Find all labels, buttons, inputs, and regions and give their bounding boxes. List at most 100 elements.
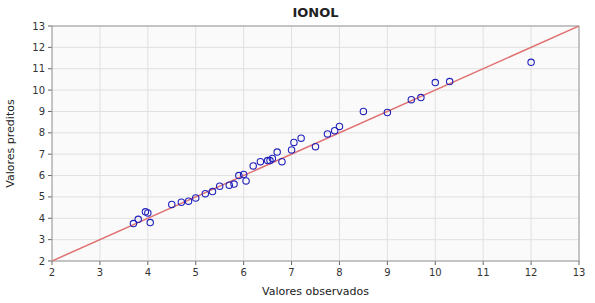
scatter-point (193, 195, 199, 201)
y-tick (48, 26, 52, 27)
x-tick (147, 261, 148, 265)
y-tick (48, 132, 52, 133)
x-axis-label: Valores observados (262, 285, 369, 298)
scatter-point (145, 210, 151, 216)
y-grid-line (52, 90, 579, 91)
x-grid-line (531, 26, 532, 261)
scatter-point (418, 94, 424, 100)
y-tick-label: 9 (39, 106, 45, 117)
y-grid-line (52, 175, 579, 176)
scatter-point (209, 188, 215, 194)
plot-background (52, 26, 579, 261)
x-tick (291, 261, 292, 265)
x-tick (99, 261, 100, 265)
scatter-point (243, 178, 249, 184)
plot-frame (52, 26, 579, 261)
y-tick (48, 68, 52, 69)
data (52, 26, 579, 261)
scatter-point (257, 158, 263, 164)
y-tick-label: 8 (39, 127, 45, 138)
x-grid-line (483, 26, 484, 261)
scatter-point (169, 201, 175, 207)
x-grid-line (243, 26, 244, 261)
y-tick (48, 154, 52, 155)
x-tick (243, 261, 244, 265)
x-tick-label: 7 (288, 267, 294, 278)
x-tick-label: 9 (384, 267, 390, 278)
x-tick-label: 2 (49, 267, 55, 278)
y-tick (48, 111, 52, 112)
y-grid-line (52, 154, 579, 155)
x-tick (531, 261, 532, 265)
y-tick-label: 7 (39, 149, 45, 160)
y-tick (48, 175, 52, 176)
x-tick-label: 8 (336, 267, 342, 278)
scatter-point (324, 131, 330, 137)
x-tick-label: 3 (97, 267, 103, 278)
x-grid-line (435, 26, 436, 261)
scatter-point (291, 139, 297, 145)
y-axis-label: Valores preditos (4, 99, 17, 188)
y-grid-line (52, 132, 579, 133)
y-grid-line (52, 196, 579, 197)
x-tick-label: 11 (477, 267, 490, 278)
x-tick (52, 261, 53, 265)
grid (52, 26, 579, 261)
y-tick (48, 218, 52, 219)
y-tick-label: 5 (39, 191, 45, 202)
y-tick-label: 3 (39, 234, 45, 245)
x-tick (579, 261, 580, 265)
y-tick-label: 6 (39, 170, 45, 181)
x-tick (339, 261, 340, 265)
x-grid-line (99, 26, 100, 261)
x-grid-line (147, 26, 148, 261)
scatter-point (432, 79, 438, 85)
x-grid-line (387, 26, 388, 261)
scatter-point (250, 163, 256, 169)
scatter-point (178, 199, 184, 205)
title: IONOL (292, 5, 338, 20)
x-tick (483, 261, 484, 265)
x-tick-label: 10 (429, 267, 442, 278)
scatter-point (446, 78, 452, 84)
x-tick-label: 12 (525, 267, 538, 278)
scatter-point (231, 181, 237, 187)
x-tick-label: 4 (145, 267, 151, 278)
scatter-point (185, 198, 191, 204)
y-tick (48, 239, 52, 240)
reference-line (52, 26, 579, 261)
scatter-point (269, 155, 275, 161)
x-tick-label: 6 (240, 267, 246, 278)
scatter-point (202, 191, 208, 197)
x-grid-line (339, 26, 340, 261)
scatter-point (279, 158, 285, 164)
axes: 23456789101112132345678910111213 (32, 21, 585, 279)
y-tick-label: 11 (32, 63, 45, 74)
scatter-point (408, 97, 414, 103)
scatter-point (528, 59, 534, 65)
y-grid-line (52, 239, 579, 240)
chart: 23456789101112132345678910111213IONOLVal… (0, 0, 595, 303)
x-tick (387, 261, 388, 265)
y-tick-label: 10 (32, 85, 45, 96)
y-tick-label: 4 (39, 213, 45, 224)
scatter-point (216, 183, 222, 189)
y-tick (48, 90, 52, 91)
x-tick-label: 5 (193, 267, 199, 278)
x-tick-label: 13 (573, 267, 586, 278)
scatter-point (336, 123, 342, 129)
scatter-point (147, 219, 153, 225)
scatter-point (312, 144, 318, 150)
y-tick-label: 13 (32, 21, 45, 32)
y-grid-line (52, 47, 579, 48)
scatter-point (298, 135, 304, 141)
x-tick (435, 261, 436, 265)
y-tick (48, 261, 52, 262)
y-grid-line (52, 68, 579, 69)
y-tick (48, 47, 52, 48)
y-tick-label: 12 (32, 42, 45, 53)
y-grid-line (52, 111, 579, 112)
scatter-point (360, 108, 366, 114)
scatter-point (288, 147, 294, 153)
scatter-point (274, 149, 280, 155)
